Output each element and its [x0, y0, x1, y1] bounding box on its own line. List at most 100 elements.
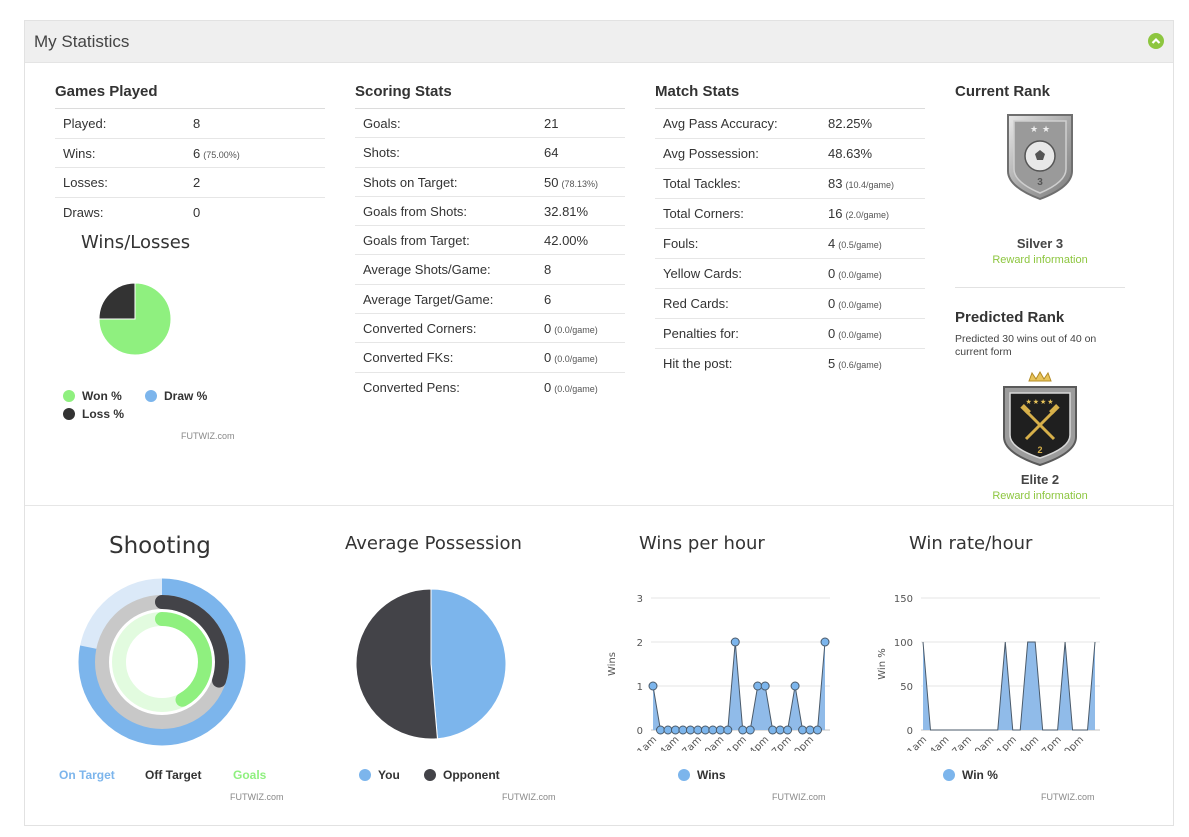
wins-per-hour-point[interactable]	[693, 725, 703, 735]
match-stats-heading: Match Stats	[655, 83, 925, 109]
win-rate-credit[interactable]: FUTWIZ.com	[1041, 792, 1095, 802]
predicted-rank-description: Predicted 30 wins out of 40 on current f…	[955, 333, 1097, 358]
section-divider	[25, 505, 1173, 506]
match-stats-value: 4 (0.5/game)	[828, 236, 882, 251]
wins-per-hour-point[interactable]	[745, 725, 755, 735]
legend-on-target[interactable]: On Target	[59, 768, 115, 782]
scoring-stats-subvalue: (0.0/game)	[554, 325, 598, 336]
wins-per-hour-point[interactable]	[685, 725, 695, 735]
shooting-rings-chart	[78, 578, 246, 746]
panel-title: My Statistics	[34, 32, 130, 51]
shooting-credit[interactable]: FUTWIZ.com	[230, 792, 284, 802]
scoring-stats-label: Converted FKs:	[363, 350, 454, 366]
wins-per-hour-point[interactable]	[775, 725, 785, 735]
match-stats-label: Red Cards:	[663, 296, 729, 311]
wins-per-hour-point[interactable]	[738, 725, 748, 735]
wins-per-hour-point[interactable]	[760, 681, 770, 691]
wins-losses-credit[interactable]: FUTWIZ.com	[181, 431, 235, 441]
wins-per-hour-point[interactable]	[723, 725, 733, 735]
legend-win-percent-dot	[943, 769, 955, 781]
games-played-label: Wins:	[63, 145, 96, 161]
wins-per-hour-point[interactable]	[813, 725, 823, 735]
wins-per-hour-point[interactable]	[663, 725, 673, 735]
pie-slice-loss	[98, 283, 136, 320]
scoring-stats-row: Converted Pens: 0 (0.0/game)	[355, 373, 625, 402]
match-stats-row: Avg Possession: 48.63%	[655, 139, 925, 169]
scoring-stats-value: 64	[544, 145, 559, 161]
legend-won[interactable]: Won %	[63, 389, 122, 403]
legend-loss[interactable]: Loss %	[63, 407, 124, 421]
wins-per-hour-title: Wins per hour	[639, 533, 765, 554]
match-stats-label: Avg Possession:	[663, 146, 759, 161]
wins-per-hour-xtick: 4am	[658, 734, 682, 751]
match-stats-label: Total Tackles:	[663, 176, 741, 191]
rank-divider	[955, 287, 1125, 288]
collapse-button[interactable]	[1148, 33, 1164, 49]
predicted-rank-reward-link[interactable]: Reward information	[992, 490, 1088, 502]
wins-per-hour-point[interactable]	[790, 681, 800, 691]
ring-on-target	[78, 578, 246, 746]
win-rate-ytick: 150	[894, 594, 913, 605]
match-stats-subvalue: (0.5/game)	[838, 240, 882, 250]
scoring-stats-heading: Scoring Stats	[355, 83, 625, 109]
chevron-up-icon	[1151, 37, 1161, 44]
match-stats-section: Match Stats Avg Pass Accuracy: 82.25% Avg …	[655, 83, 925, 379]
wins-per-hour-point[interactable]	[820, 637, 830, 647]
win-rate-xtick: 4am	[928, 734, 952, 751]
legend-draw[interactable]: Draw %	[145, 389, 207, 403]
scoring-stats-subvalue: (0.0/game)	[554, 383, 598, 394]
wins-per-hour-point[interactable]	[648, 681, 658, 691]
legend-goals[interactable]: Goals	[233, 768, 267, 782]
scoring-stats-label: Shots on Target:	[363, 174, 458, 190]
scoring-stats-value: 42.00%	[544, 233, 589, 249]
wins-per-hour-point[interactable]	[700, 725, 710, 735]
match-stats-subvalue: (10.4/game)	[845, 180, 894, 190]
match-stats-value: 5 (0.6/game)	[828, 356, 882, 371]
wins-per-hour-point[interactable]	[715, 725, 725, 735]
scoring-stats-row: Converted FKs: 0 (0.0/game)	[355, 343, 625, 373]
scoring-stats-row: Goals from Shots: 32.81%	[355, 197, 625, 227]
current-rank-heading: Current Rank	[955, 83, 1051, 100]
win-rate-xtick: 7am	[950, 734, 974, 751]
wins-per-hour-point[interactable]	[655, 725, 665, 735]
legend-win-percent[interactable]: Win %	[943, 768, 998, 782]
match-stats-row: Fouls: 4 (0.5/game)	[655, 229, 925, 259]
match-stats-label: Penalties for:	[663, 326, 739, 341]
match-stats-label: Avg Pass Accuracy:	[663, 116, 778, 131]
possession-credit[interactable]: FUTWIZ.com	[502, 792, 556, 802]
wins-per-hour-point[interactable]	[670, 725, 680, 735]
games-played-value: 6 (75.00%)	[193, 145, 240, 161]
wins-per-hour-point[interactable]	[805, 725, 815, 735]
wins-per-hour-point[interactable]	[753, 681, 763, 691]
legend-off-target[interactable]: Off Target	[145, 768, 202, 782]
wins-per-hour-ytick: 3	[637, 594, 643, 605]
wins-per-hour-point[interactable]	[768, 725, 778, 735]
win-rate-ytick: 50	[900, 682, 913, 693]
silver-badge-number: 3	[1037, 177, 1043, 188]
wins-per-hour-point[interactable]	[678, 725, 688, 735]
match-stats-subvalue: (0.0/game)	[838, 300, 882, 310]
match-stats-label: Yellow Cards:	[663, 266, 743, 281]
legend-opponent[interactable]: Opponent	[424, 768, 500, 782]
scoring-stats-row: Average Target/Game: 6	[355, 285, 625, 315]
legend-draw-dot	[145, 390, 157, 402]
wins-per-hour-point[interactable]	[730, 637, 740, 647]
win-rate-title: Win rate/hour	[909, 533, 1033, 554]
scoring-stats-value: 21	[544, 116, 559, 131]
match-stats-value: 83 (10.4/game)	[828, 176, 894, 191]
current-rank-name: Silver 3	[1016, 236, 1064, 251]
games-played-label: Losses:	[63, 175, 108, 190]
current-rank-reward-link[interactable]: Reward information	[992, 254, 1088, 266]
scoring-stats-row: Shots: 64	[355, 138, 625, 168]
panel-header: My Statistics	[25, 21, 1173, 63]
scoring-stats-value: 6	[544, 291, 552, 307]
legend-you[interactable]: You	[359, 768, 400, 782]
scoring-stats-label: Converted Pens:	[363, 379, 460, 395]
wins-per-hour-point[interactable]	[798, 725, 808, 735]
wins-per-hour-credit[interactable]: FUTWIZ.com	[772, 792, 826, 802]
match-stats-value: 48.63%	[828, 146, 873, 161]
wins-per-hour-point[interactable]	[783, 725, 793, 735]
legend-wins[interactable]: Wins	[678, 768, 726, 782]
wins-per-hour-point[interactable]	[708, 725, 718, 735]
